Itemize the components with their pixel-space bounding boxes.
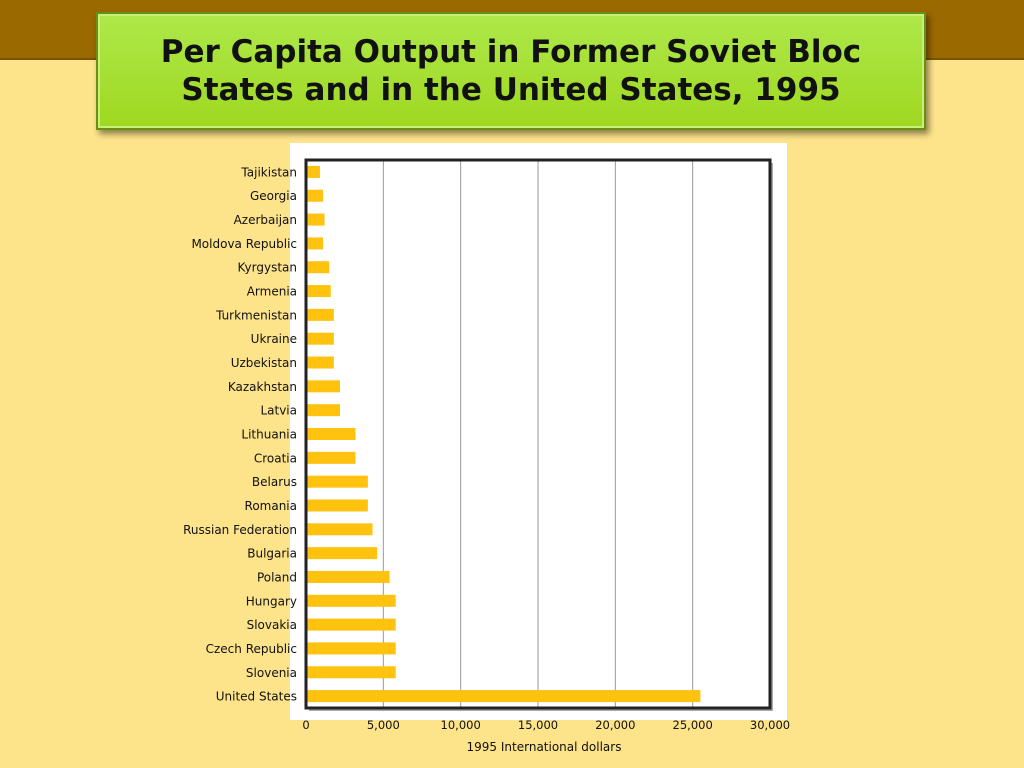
bar	[306, 189, 324, 202]
category-label: Romania	[245, 499, 297, 513]
bar	[306, 666, 396, 679]
bar	[306, 285, 331, 298]
bar	[306, 690, 701, 703]
bar	[306, 475, 368, 488]
bar	[306, 428, 356, 440]
category-label: Bulgaria	[247, 547, 297, 561]
bar	[306, 356, 334, 369]
bar	[306, 523, 373, 536]
category-label: Slovakia	[247, 618, 297, 632]
bar	[306, 618, 396, 631]
category-label: Latvia	[260, 404, 297, 418]
category-label: Belarus	[252, 475, 297, 489]
bar	[306, 237, 324, 250]
category-label: Czech Republic	[206, 642, 297, 656]
title-box: Per Capita Output in Former Soviet Bloc …	[96, 12, 926, 130]
category-label: Uzbekistan	[231, 356, 297, 370]
bar	[306, 165, 320, 178]
bar	[306, 499, 368, 512]
category-label: Moldova Republic	[191, 237, 297, 251]
bar	[306, 332, 334, 345]
category-label: Azerbaijan	[234, 213, 297, 227]
x-tick-label: 15,000	[518, 718, 558, 732]
plot-border	[304, 158, 772, 710]
category-label: Lithuania	[241, 428, 297, 442]
category-label: Slovenia	[246, 666, 297, 680]
bar	[306, 308, 334, 321]
x-tick-label: 5,000	[367, 718, 400, 732]
bar	[306, 451, 356, 464]
x-tick-label: 30,000	[750, 718, 790, 732]
category-label: Croatia	[254, 451, 297, 465]
category-label: Tajikistan	[240, 165, 297, 179]
category-label: Russian Federation	[183, 523, 297, 537]
bar	[306, 547, 378, 560]
x-tick-label: 25,000	[673, 718, 713, 732]
category-label: Turkmenistan	[215, 308, 297, 322]
bar	[306, 642, 396, 655]
x-tick-label: 0	[302, 718, 309, 732]
category-label: Kazakhstan	[228, 380, 297, 394]
x-tick-label: 10,000	[441, 718, 481, 732]
bar	[306, 404, 341, 417]
bar	[306, 570, 390, 583]
category-label: Armenia	[247, 285, 297, 299]
x-axis-label: 1995 International dollars	[467, 740, 622, 754]
bar	[306, 380, 341, 393]
slide-title: Per Capita Output in Former Soviet Bloc …	[160, 34, 862, 108]
category-label: United States	[216, 690, 297, 704]
category-label: Poland	[257, 570, 297, 584]
category-label: Hungary	[246, 594, 297, 608]
bar	[306, 213, 325, 226]
bar	[306, 261, 330, 274]
bar	[306, 594, 396, 607]
category-label: Georgia	[250, 189, 297, 203]
category-label: Kyrgystan	[238, 261, 297, 275]
x-tick-label: 20,000	[595, 718, 635, 732]
category-label: Ukraine	[251, 332, 297, 346]
